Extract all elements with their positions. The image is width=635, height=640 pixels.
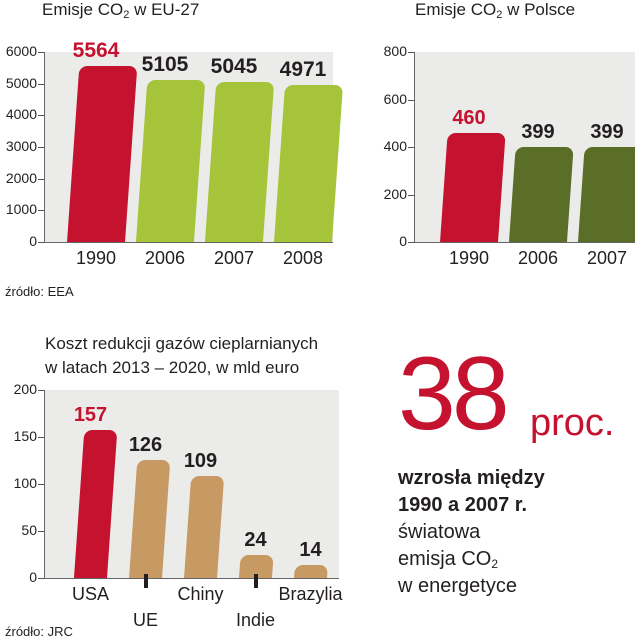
y-tick-mark [408, 52, 414, 53]
y-tick-label: 6000 [0, 44, 37, 58]
bar [294, 565, 328, 578]
bar-value-label: 399 [558, 121, 635, 143]
callout-line5: w energetyce [398, 573, 545, 600]
y-tick-mark [38, 210, 44, 211]
eu-chart-title: Emisje CO2 w EU-27 [42, 0, 199, 20]
callout-line2: 1990 a 2007 r. [398, 494, 527, 516]
bar [440, 133, 506, 242]
y-tick-mark [38, 390, 44, 391]
y-tick-label: 600 [367, 92, 407, 106]
x-tick-label: 2008 [249, 248, 357, 268]
x-tick-label: 2007 [553, 248, 635, 268]
y-tick-label: 150 [0, 429, 37, 443]
x-tick-label: USA [49, 584, 132, 604]
y-tick-mark [38, 147, 44, 148]
y-tick-label: 5000 [0, 76, 37, 90]
y-tick-label: 0 [367, 234, 407, 248]
x-tick-label: Brazylia [269, 584, 352, 604]
bar-value-label: 4971 [254, 59, 352, 81]
y-tick-label: 2000 [0, 171, 37, 185]
y-tick-label: 200 [0, 382, 37, 396]
bar [578, 147, 635, 242]
y-tick-mark [38, 84, 44, 85]
bar [274, 85, 343, 242]
y-tick-mark [408, 195, 414, 196]
bar [67, 66, 137, 242]
callout-unit: proc. [530, 404, 614, 442]
y-tick-mark [38, 484, 44, 485]
y-tick-mark [38, 115, 44, 116]
y-tick-label: 200 [367, 187, 407, 201]
x-tick-label: Chiny [159, 584, 242, 604]
y-tick-label: 50 [0, 523, 37, 537]
cost-chart-title-line1: Koszt redukcji gazów cieplarnianych [45, 334, 318, 354]
x-tick-label: Indie [214, 610, 297, 630]
bar [205, 82, 274, 242]
cost-chart-title-line2: w latach 2013 – 2020, w mld euro [45, 358, 299, 378]
y-tick-label: 0 [0, 234, 37, 248]
y-tick-mark [408, 242, 414, 243]
callout-statement: wzrosła między 1990 a 2007 r. światowa e… [398, 465, 545, 600]
cost-chart-source: źródło: JRC [5, 624, 73, 639]
y-tick-mark [38, 52, 44, 53]
y-tick-mark [408, 100, 414, 101]
x-label-pointer [254, 574, 258, 588]
y-tick-mark [38, 179, 44, 180]
bar-value-label: 109 [164, 450, 237, 472]
x-tick-label: UE [104, 610, 187, 630]
y-tick-label: 100 [0, 476, 37, 490]
y-tick-label: 3000 [0, 139, 37, 153]
callout-big-number: 38 [398, 342, 506, 446]
y-tick-label: 1000 [0, 202, 37, 216]
bar-value-label: 14 [274, 539, 347, 561]
bar [136, 80, 205, 242]
eu-chart-source: źródło: EEA [5, 284, 74, 299]
y-tick-mark [38, 578, 44, 579]
callout-line3: światowa [398, 519, 545, 546]
y-tick-label: 0 [0, 570, 37, 584]
y-tick-mark [38, 531, 44, 532]
callout-line4: emisja CO2 [398, 546, 545, 573]
x-label-pointer [144, 574, 148, 588]
y-tick-mark [38, 437, 44, 438]
y-tick-label: 4000 [0, 107, 37, 121]
bar [509, 147, 574, 242]
y-tick-label: 800 [367, 44, 407, 58]
y-tick-mark [38, 242, 44, 243]
y-tick-label: 400 [367, 139, 407, 153]
pl-chart-title: Emisje CO2 w Polsce [415, 0, 575, 20]
callout-line1: wzrosła między [398, 467, 545, 489]
bar-value-label: 157 [54, 404, 127, 426]
y-tick-mark [408, 147, 414, 148]
